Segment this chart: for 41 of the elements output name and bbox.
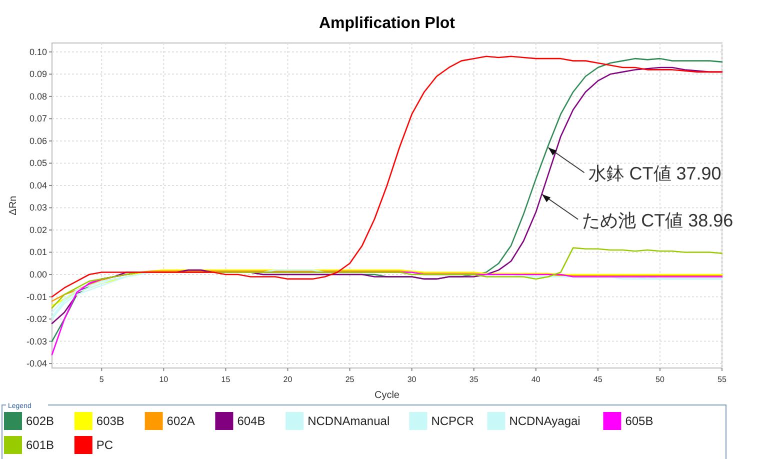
y-axis-title: ΔRn [8, 196, 19, 216]
y-tick-label: 0.03 [29, 202, 47, 213]
x-axis-title: Cycle [374, 390, 400, 401]
legend-label: 603B [96, 414, 124, 428]
x-tick-label: 15 [221, 375, 231, 384]
y-tick-label: 0.04 [29, 180, 47, 190]
y-tick-label: -0.02 [26, 314, 47, 324]
x-tick-label: 35 [469, 375, 479, 384]
y-tick-label: 0.01 [29, 247, 47, 258]
legend-label: PC [96, 438, 114, 452]
x-tick-label: 40 [531, 375, 541, 384]
legend-label: 602A [166, 414, 195, 428]
y-tick-label: -0.01 [26, 292, 47, 302]
legend-label: NCDNAmanual [308, 414, 390, 428]
y-tick-label: 0.00 [29, 270, 47, 280]
y-tick-label: 0.05 [29, 158, 47, 168]
y-tick-label: 0.10 [29, 46, 47, 57]
legend-label: 602B [26, 414, 54, 428]
x-tick-label: 20 [283, 375, 293, 384]
y-tick-label: 0.02 [29, 224, 47, 235]
x-tick-label: 5 [99, 375, 104, 384]
x-tick-label: 10 [159, 375, 169, 384]
x-tick-label: 55 [718, 375, 727, 384]
legend-label: 601B [26, 438, 54, 452]
y-tick-label: 0.07 [29, 114, 47, 124]
x-tick-label: 50 [656, 375, 665, 384]
y-tick-label: 0.06 [29, 136, 47, 146]
legend-label: 604B [237, 414, 266, 428]
x-tick-label: 30 [407, 375, 417, 384]
x-tick-label: 25 [345, 375, 355, 384]
annotation: 水鉢 CT値 37.90 [588, 164, 722, 184]
y-tick-label: -0.03 [26, 336, 47, 346]
chart-title: Amplification Plot [319, 15, 456, 32]
legend-label: 605B [625, 414, 654, 428]
legend-label: NCDNAyagai [509, 414, 580, 428]
y-tick-label: 0.09 [29, 69, 47, 80]
x-tick-label: 45 [593, 375, 603, 384]
legend-label: NCPCR [431, 414, 474, 428]
y-tick-label: -0.04 [26, 358, 47, 369]
annotation: ため池 CT値 38.96 [582, 210, 734, 230]
y-tick-label: 0.08 [29, 91, 47, 102]
